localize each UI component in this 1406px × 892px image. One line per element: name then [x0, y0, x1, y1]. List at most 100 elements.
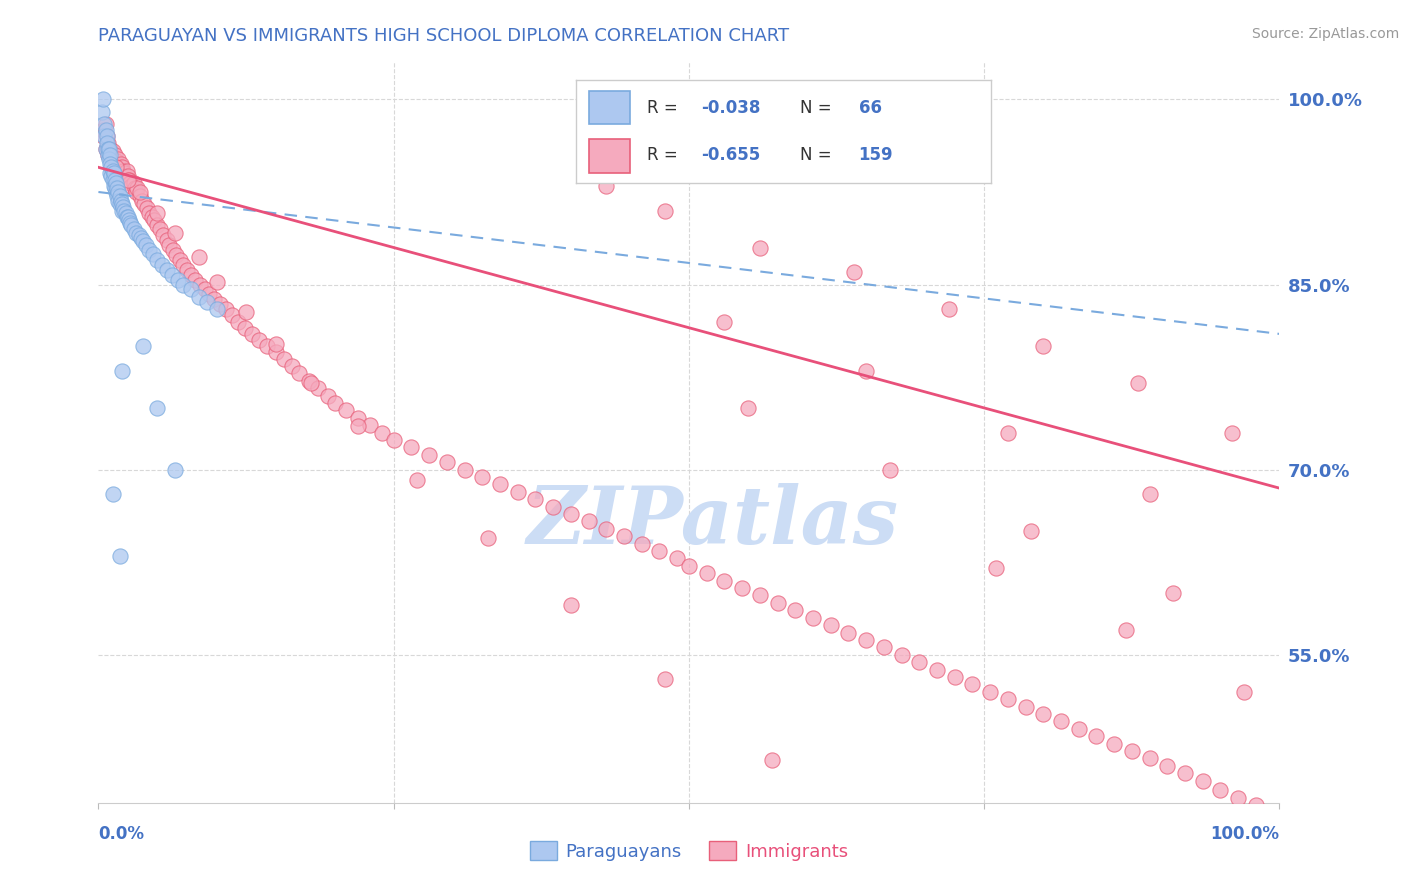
Point [142, 213, 165, 227]
Point [188, 277, 211, 292]
Point [103, 152, 125, 166]
Point [134, 197, 156, 211]
Point [890, 648, 912, 662]
Point [866, 832, 889, 847]
Point [91, 129, 114, 144]
Point [172, 277, 194, 292]
Legend: Paraguayans, Immigrants: Paraguayans, Immigrants [523, 834, 855, 868]
Point [205, 302, 228, 317]
Point [108, 197, 131, 211]
Point [288, 367, 311, 381]
Point [1244, 798, 1267, 813]
Point [1085, 729, 1108, 743]
Text: 159: 159 [859, 146, 893, 164]
Point [172, 258, 194, 272]
Point [103, 178, 125, 193]
Point [1174, 766, 1197, 780]
Point [105, 154, 128, 169]
Point [120, 216, 142, 230]
Point [108, 188, 131, 202]
Point [371, 425, 394, 440]
Point [115, 210, 138, 224]
Point [1067, 722, 1090, 736]
Point [785, 603, 807, 617]
Point [157, 238, 180, 252]
Point [110, 194, 132, 208]
Point [471, 470, 494, 484]
Point [1115, 623, 1137, 637]
Point [406, 473, 429, 487]
Point [264, 345, 287, 359]
Point [766, 596, 789, 610]
Point [879, 462, 901, 476]
Point [105, 177, 128, 191]
Point [666, 551, 689, 566]
Point [103, 166, 125, 180]
Point [281, 359, 304, 373]
Point [112, 164, 135, 178]
Point [997, 425, 1019, 440]
Point [111, 197, 134, 211]
Point [1021, 524, 1043, 539]
Point [176, 262, 198, 277]
Point [187, 251, 209, 265]
Point [135, 238, 157, 252]
Point [1191, 773, 1213, 788]
Point [264, 336, 287, 351]
Point [654, 203, 676, 218]
Point [801, 610, 824, 624]
Point [94, 123, 117, 137]
Text: R =: R = [647, 146, 683, 164]
Point [97, 148, 120, 162]
Point [323, 396, 346, 410]
FancyBboxPatch shape [589, 139, 630, 173]
Point [114, 169, 136, 183]
Point [117, 210, 139, 224]
Point [101, 487, 124, 501]
Text: PARAGUAYAN VS IMMIGRANTS HIGH SCHOOL DIPLOMA CORRELATION CHART: PARAGUAYAN VS IMMIGRANTS HIGH SCHOOL DIP… [98, 27, 790, 45]
Point [209, 297, 232, 311]
Point [97, 142, 120, 156]
Point [187, 290, 209, 304]
Point [107, 152, 129, 166]
Point [595, 178, 617, 193]
Point [149, 222, 172, 236]
Point [138, 206, 160, 220]
Point [152, 228, 174, 243]
Point [91, 104, 114, 119]
Text: 100.0%: 100.0% [1211, 825, 1279, 843]
Point [180, 268, 202, 282]
Point [96, 136, 118, 150]
Point [316, 388, 339, 402]
Point [111, 364, 134, 378]
Point [98, 148, 121, 162]
Point [91, 92, 114, 106]
Point [184, 272, 207, 286]
Point [112, 166, 135, 180]
Point [256, 339, 278, 353]
Point [299, 376, 322, 391]
Point [120, 177, 142, 191]
Point [121, 219, 143, 233]
Point [235, 304, 257, 318]
Point [160, 268, 183, 282]
Point [938, 302, 960, 317]
Point [111, 203, 134, 218]
Point [226, 315, 249, 329]
Point [108, 161, 131, 175]
Point [141, 210, 163, 224]
Point [162, 243, 184, 257]
Point [1014, 699, 1036, 714]
Point [94, 142, 117, 156]
Point [1209, 783, 1232, 797]
Point [578, 515, 600, 529]
Point [100, 148, 122, 162]
Point [117, 172, 139, 186]
Point [101, 145, 124, 159]
Point [506, 484, 529, 499]
Point [94, 142, 117, 156]
Point [347, 410, 370, 425]
Point [146, 401, 169, 415]
Point [748, 589, 770, 603]
Point [128, 188, 150, 202]
